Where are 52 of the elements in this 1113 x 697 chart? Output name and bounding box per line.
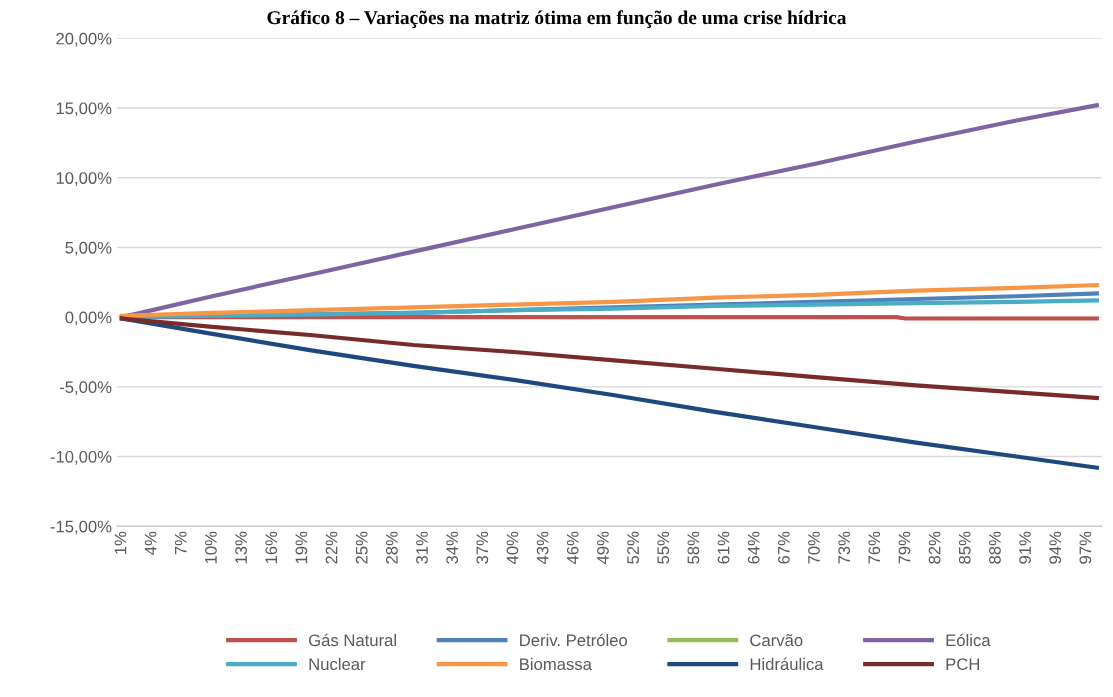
y-tick-label: 0,00% <box>65 311 112 326</box>
chart-title: Gráfico 8 – Variações na matriz ótima em função de uma crise hídrica <box>267 10 847 29</box>
x-tick-label: 88% <box>989 531 1001 564</box>
legend-label: Biomassa <box>520 657 592 671</box>
line-series <box>119 316 1099 401</box>
x-tick-label: 7% <box>174 531 187 555</box>
legend-label: Hidráulica <box>750 657 824 671</box>
legend-label: Carvão <box>750 634 803 647</box>
x-tick-label: 40% <box>506 531 519 565</box>
x-tick-label: 34% <box>446 531 459 564</box>
y-tick-label: 15,00% <box>56 102 112 117</box>
x-tick-label: 22% <box>325 531 338 564</box>
x-tick-label: 16% <box>265 531 278 564</box>
x-tick-label: 55% <box>657 531 670 564</box>
x-tick-label: 85% <box>958 531 971 564</box>
x-tick-label: 76% <box>868 531 881 564</box>
x-tick-label: 73% <box>838 531 851 564</box>
y-tick-label: -15,00% <box>50 520 112 535</box>
legend-label: Gás Natural <box>309 633 396 647</box>
x-tick-label: 1% <box>114 531 127 554</box>
x-tick-label: 43% <box>536 531 549 565</box>
y-tick-label: 10,00% <box>56 172 112 186</box>
x-tick-label: 52% <box>627 531 639 564</box>
y-tick-label: 5,00% <box>65 241 112 256</box>
x-tick-label: 64% <box>747 531 760 564</box>
y-tick-label: -10,00% <box>50 450 112 465</box>
x-tick-label: 70% <box>808 531 820 564</box>
x-tick-label: 94% <box>1049 531 1062 564</box>
x-tick-label: 10% <box>205 531 217 564</box>
legend-label: PCH <box>946 658 980 671</box>
x-tick-label: 79% <box>898 531 911 564</box>
legend-label: Nuclear <box>309 657 366 671</box>
x-tick-label: 46% <box>566 531 579 565</box>
x-tick-label: 58% <box>687 531 700 564</box>
y-tick-label: 20,00% <box>56 32 112 47</box>
x-tick-label: 82% <box>928 531 941 564</box>
legend-label: Eólica <box>946 633 991 647</box>
x-tick-label: 25% <box>355 531 368 564</box>
x-tick-label: 49% <box>597 531 609 565</box>
x-tick-label: 37% <box>476 531 489 564</box>
x-tick-label: 97% <box>1079 531 1092 564</box>
x-tick-label: 67% <box>777 531 790 564</box>
x-tick-label: 31% <box>416 531 428 564</box>
x-tick-label: 61% <box>717 531 730 564</box>
y-tick-label: -5,00% <box>59 381 112 396</box>
x-tick-label: 4% <box>144 531 157 555</box>
legend-label: Deriv. Petróleo <box>520 633 628 647</box>
x-tick-label: 19% <box>295 531 308 564</box>
line-series <box>119 282 1099 318</box>
x-tick-label: 28% <box>385 531 398 564</box>
x-tick-label: 13% <box>235 531 247 564</box>
x-tick-label: 91% <box>1019 531 1031 564</box>
